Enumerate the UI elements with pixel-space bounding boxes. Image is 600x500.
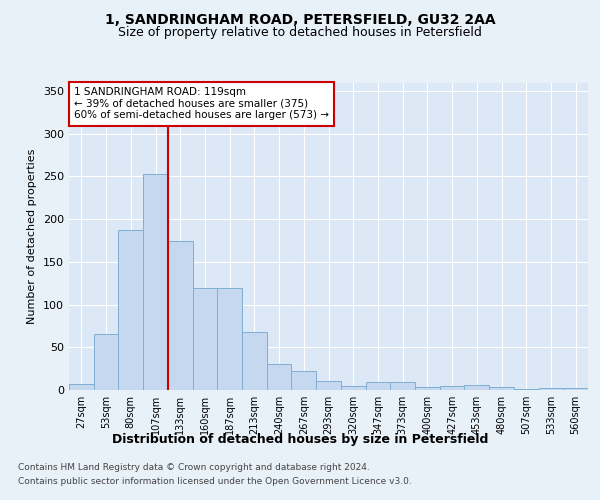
Bar xyxy=(193,288,217,390)
Bar xyxy=(242,332,267,390)
Bar xyxy=(440,386,464,390)
Bar xyxy=(267,364,292,390)
Bar xyxy=(341,386,365,390)
Bar xyxy=(118,230,143,390)
Bar xyxy=(563,388,588,390)
Bar xyxy=(316,382,341,390)
Bar xyxy=(464,385,489,390)
Bar xyxy=(292,371,316,390)
Bar xyxy=(94,334,118,390)
Text: 1, SANDRINGHAM ROAD, PETERSFIELD, GU32 2AA: 1, SANDRINGHAM ROAD, PETERSFIELD, GU32 2… xyxy=(104,12,496,26)
Text: Distribution of detached houses by size in Petersfield: Distribution of detached houses by size … xyxy=(112,432,488,446)
Bar xyxy=(415,386,440,390)
Text: Contains public sector information licensed under the Open Government Licence v3: Contains public sector information licen… xyxy=(18,478,412,486)
Bar xyxy=(390,382,415,390)
Y-axis label: Number of detached properties: Number of detached properties xyxy=(28,148,37,324)
Bar xyxy=(69,384,94,390)
Bar xyxy=(365,382,390,390)
Bar xyxy=(514,389,539,390)
Text: 1 SANDRINGHAM ROAD: 119sqm
← 39% of detached houses are smaller (375)
60% of sem: 1 SANDRINGHAM ROAD: 119sqm ← 39% of deta… xyxy=(74,87,329,120)
Bar xyxy=(217,288,242,390)
Text: Contains HM Land Registry data © Crown copyright and database right 2024.: Contains HM Land Registry data © Crown c… xyxy=(18,462,370,471)
Bar xyxy=(539,388,563,390)
Text: Size of property relative to detached houses in Petersfield: Size of property relative to detached ho… xyxy=(118,26,482,39)
Bar xyxy=(489,388,514,390)
Bar xyxy=(143,174,168,390)
Bar xyxy=(168,240,193,390)
